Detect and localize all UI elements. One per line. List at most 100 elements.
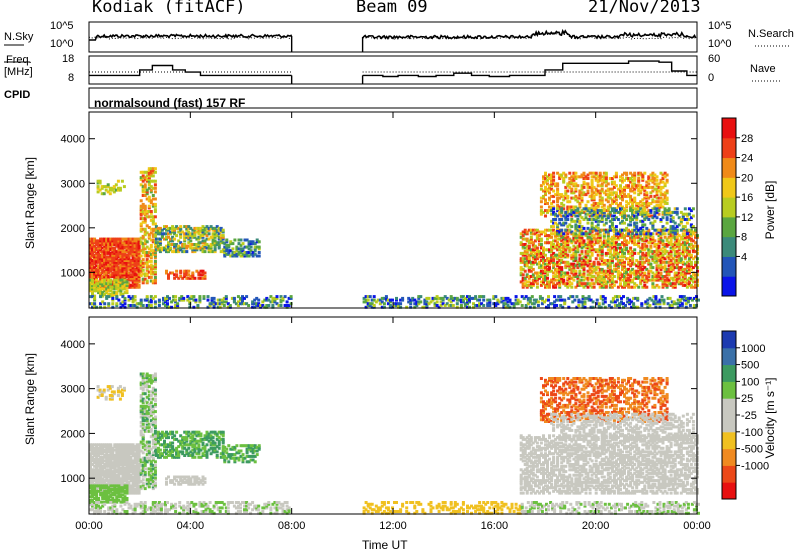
power-cell xyxy=(141,211,145,215)
power-cell xyxy=(657,200,661,204)
power-cell xyxy=(570,214,574,218)
power-cell xyxy=(542,276,545,280)
power-cell xyxy=(115,243,119,246)
power-cell xyxy=(109,280,113,284)
power-cell xyxy=(542,275,545,278)
power-cell xyxy=(665,178,669,182)
power-cell xyxy=(651,282,655,286)
power-cell xyxy=(689,262,693,266)
power-cell xyxy=(221,234,225,238)
power-cell xyxy=(121,237,125,241)
power-cell xyxy=(639,273,643,277)
power-cell xyxy=(109,278,113,282)
power-cell xyxy=(135,251,139,255)
power-cell xyxy=(529,253,533,257)
power-cell xyxy=(156,226,160,230)
power-cell xyxy=(151,234,155,238)
power-cell xyxy=(675,262,679,266)
power-cell xyxy=(91,244,94,248)
power-cell xyxy=(582,267,586,271)
power-cell xyxy=(560,260,564,264)
power-cell xyxy=(564,228,568,232)
power-cell xyxy=(105,285,109,289)
power-cell xyxy=(558,246,562,250)
power-cell xyxy=(600,214,604,218)
power-cell xyxy=(571,295,575,299)
power-cell xyxy=(643,205,647,209)
power-cell xyxy=(649,237,653,241)
power-cell xyxy=(560,214,564,218)
power-cell xyxy=(525,264,529,268)
power-cell xyxy=(578,196,582,200)
power-cell xyxy=(131,260,135,264)
power-cell xyxy=(669,234,673,238)
power-cell xyxy=(548,259,551,262)
power-cell xyxy=(580,282,584,286)
power-cell xyxy=(279,304,283,307)
power-cell xyxy=(121,269,125,273)
power-cell xyxy=(199,235,203,239)
power-cell xyxy=(99,239,103,243)
power-cell xyxy=(548,282,551,286)
power-cell xyxy=(564,241,568,245)
power-cell xyxy=(594,178,598,182)
power-cell xyxy=(143,252,147,256)
power-cell xyxy=(105,237,109,241)
power-cell xyxy=(631,271,635,275)
power-cell xyxy=(101,260,105,264)
power-cell xyxy=(596,276,600,280)
power-cell xyxy=(125,257,129,261)
power-cell xyxy=(149,169,153,172)
power-cell xyxy=(625,214,629,218)
power-cell xyxy=(614,248,618,252)
power-cell xyxy=(97,289,101,293)
power-cell xyxy=(580,241,584,245)
power-cell xyxy=(694,275,697,278)
power-cell xyxy=(109,275,113,278)
power-cell xyxy=(156,237,160,241)
power-cell xyxy=(131,266,135,270)
power-cell xyxy=(671,248,675,252)
power-cell xyxy=(667,228,671,232)
power-cell xyxy=(546,187,549,191)
power-cell xyxy=(675,278,679,282)
power-cell xyxy=(391,298,394,302)
power-cell xyxy=(590,246,594,250)
power-cell xyxy=(643,266,647,270)
power-cell xyxy=(235,245,239,249)
power-cell xyxy=(131,280,135,284)
power-cell xyxy=(653,255,657,259)
power-cell xyxy=(227,245,231,249)
power-cell xyxy=(544,269,547,273)
power-cell xyxy=(556,187,560,191)
power-cell xyxy=(519,280,523,284)
power-cell xyxy=(143,251,147,254)
power-cell xyxy=(109,259,113,262)
power-cell xyxy=(590,196,594,200)
power-cell xyxy=(566,285,570,289)
power-cell xyxy=(544,198,547,202)
power-cell xyxy=(241,252,245,256)
power-cell xyxy=(548,184,551,188)
power-cell xyxy=(399,302,403,306)
power-cell xyxy=(625,209,629,213)
power-cell xyxy=(149,265,153,269)
power-cell xyxy=(158,243,162,246)
power-cell xyxy=(131,246,135,250)
power-cell xyxy=(129,237,133,241)
power-cell xyxy=(139,224,143,228)
power-cell xyxy=(580,264,584,268)
power-cell xyxy=(537,243,541,246)
power-cell xyxy=(663,191,667,195)
power-cell xyxy=(143,238,147,242)
power-cell xyxy=(560,223,564,227)
power-cell xyxy=(637,271,641,275)
power-cell xyxy=(578,228,582,232)
power-cell xyxy=(596,275,600,278)
power-cell xyxy=(643,232,647,236)
power-cell xyxy=(661,198,665,202)
power-cell xyxy=(233,238,237,242)
power-cell xyxy=(631,182,635,186)
power-cell xyxy=(229,242,233,246)
power-cell xyxy=(621,194,624,198)
